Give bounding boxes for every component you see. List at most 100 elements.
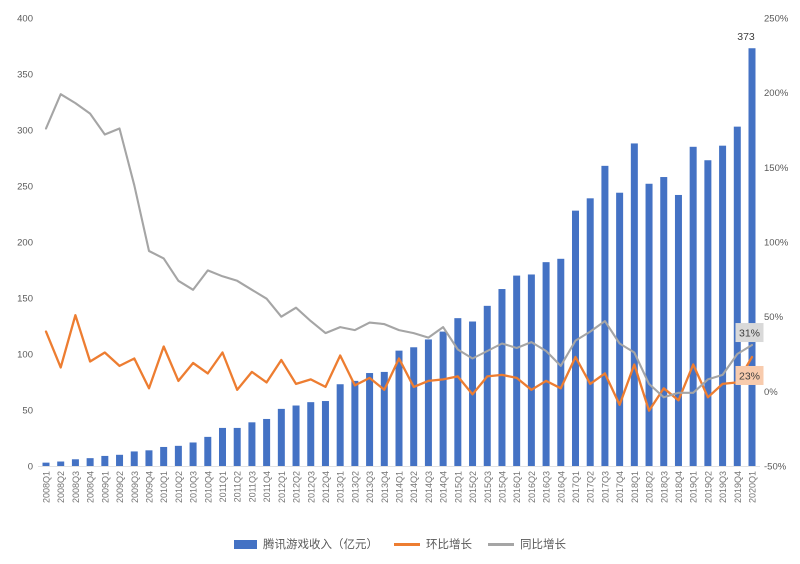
left-axis-tick-label: 0: [28, 462, 33, 473]
revenue-bar: [277, 408, 285, 466]
legend-label-revenue: 腾讯游戏收入（亿元）: [263, 539, 378, 551]
x-axis-label: 2012Q4: [321, 471, 331, 503]
x-axis-label: 2013Q4: [380, 471, 390, 503]
x-axis-label: 2011Q1: [218, 471, 228, 502]
revenue-bar: [71, 459, 79, 466]
x-axis-label: 2013Q2: [350, 471, 360, 503]
x-axis-label: 2019Q2: [703, 471, 713, 503]
callout-box: [735, 323, 764, 343]
x-axis-label: 2011Q4: [262, 471, 272, 502]
yoy-growth-line: [44, 93, 754, 399]
revenue-bar: [42, 462, 50, 466]
revenue-bar: [116, 454, 124, 466]
x-axis-label: 2011Q3: [247, 471, 257, 502]
revenue-bar: [174, 445, 182, 466]
x-axis-label: 2016Q3: [542, 471, 552, 503]
revenue-bar: [630, 143, 638, 466]
revenue-bar: [130, 451, 138, 466]
revenue-bar: [513, 275, 521, 466]
x-axis-label: 2014Q4: [439, 471, 449, 503]
x-axis-label: 2017Q3: [600, 471, 610, 503]
qoq-line-swatch-icon: [394, 542, 420, 546]
x-axis-label: 2018Q3: [659, 471, 669, 503]
revenue-bar: [616, 192, 624, 466]
revenue-bar: [454, 318, 462, 466]
right-axis-tick-label: -50%: [764, 462, 787, 473]
revenue-bar: [160, 446, 168, 466]
x-axis-label: 2019Q1: [689, 471, 699, 503]
x-axis-label: 2016Q1: [512, 471, 522, 503]
x-axis-label: 2015Q1: [453, 471, 463, 503]
x-axis-label: 2014Q3: [424, 471, 434, 503]
left-axis-tick-label: 300: [17, 126, 33, 137]
legend: 腾讯游戏收入（亿元） 环比增长 同比增长: [0, 536, 800, 552]
revenue-bar: [674, 194, 682, 466]
x-axis-label: 2012Q1: [277, 471, 287, 503]
revenue-bar: [101, 455, 109, 466]
right-axis-tick-label: 50%: [764, 312, 784, 323]
legend-label-yoy: 同比增长: [520, 539, 566, 551]
revenue-bar: [189, 442, 197, 466]
x-axis-label: 2017Q1: [571, 471, 581, 503]
max-bar-value-label: 373: [737, 31, 755, 43]
right-axis-tick-label: 0%: [764, 387, 778, 398]
right-axis-tick-label: 150%: [764, 163, 789, 174]
x-axis-label: 2013Q1: [336, 471, 346, 503]
x-axis-label: 2009Q1: [100, 471, 110, 503]
x-axis-label: 2017Q4: [615, 471, 625, 503]
x-axis-label: 2018Q4: [674, 471, 684, 503]
x-axis-label: 2014Q1: [395, 471, 405, 503]
x-axis-label: 2009Q3: [130, 471, 140, 503]
revenue-bar: [733, 126, 741, 466]
callout-label: 31%: [739, 328, 760, 340]
x-axis-label: 2008Q3: [71, 471, 81, 503]
revenue-bar: [263, 418, 271, 466]
legend-item-yoy: 同比增长: [488, 536, 566, 552]
revenue-bar: [439, 331, 447, 466]
revenue-bar: [366, 373, 374, 466]
right-axis-tick-label: 250%: [764, 14, 789, 25]
combo-chart: 0 50 100 150 200 250 300 350 400 -50% 0% 50% 100% 150…: [17, 14, 789, 504]
left-axis-tick-label: 400: [17, 14, 33, 25]
legend-item-revenue: 腾讯游戏收入（亿元）: [234, 536, 378, 552]
x-axis-label: 2020Q1: [748, 471, 758, 503]
revenue-bar: [557, 258, 565, 466]
x-axis-label: 2019Q3: [718, 471, 728, 503]
revenue-bar: [248, 422, 256, 466]
x-axis-label: 2008Q4: [86, 471, 96, 503]
revenue-bar: [86, 458, 94, 466]
revenue-bar: [424, 339, 432, 466]
revenue-bar: [219, 427, 226, 466]
revenue-bar: [204, 436, 212, 466]
revenue-bar: [395, 350, 403, 466]
left-axis-tick-label: 200: [17, 238, 33, 249]
revenue-bar: [483, 305, 491, 466]
x-axis-label: 2014Q2: [409, 471, 419, 503]
revenue-bar: [351, 380, 359, 466]
x-axis-label: 2018Q1: [630, 471, 640, 503]
left-axis-tick-label: 150: [17, 294, 33, 305]
x-axis-label: 2008Q2: [56, 471, 66, 503]
revenue-bar: [689, 146, 697, 467]
x-axis-label: 2012Q3: [306, 471, 316, 503]
right-axis-tick-label: 100%: [764, 238, 789, 249]
revenue-bar: [380, 371, 388, 466]
yoy-line-swatch-icon: [488, 542, 514, 546]
x-axis-label: 2010Q3: [189, 471, 199, 503]
revenue-bar: [321, 401, 329, 466]
revenue-bar: [748, 48, 756, 467]
revenue-bar: [336, 384, 344, 466]
revenue-bar: [645, 183, 653, 466]
revenue-bar: [307, 402, 315, 466]
x-axis-label: 2009Q2: [115, 471, 125, 503]
left-axis-tick-label: 250: [17, 182, 33, 193]
revenue-bar: [601, 165, 609, 466]
callout-box: [735, 365, 764, 385]
x-axis-label: 2008Q1: [42, 471, 52, 503]
x-axis-label: 2013Q3: [365, 471, 375, 503]
revenue-bar: [719, 145, 727, 466]
left-axis-tick-label: 350: [17, 70, 33, 81]
right-axis-tick-label: 200%: [764, 88, 789, 99]
callout-label: 23%: [739, 370, 760, 382]
